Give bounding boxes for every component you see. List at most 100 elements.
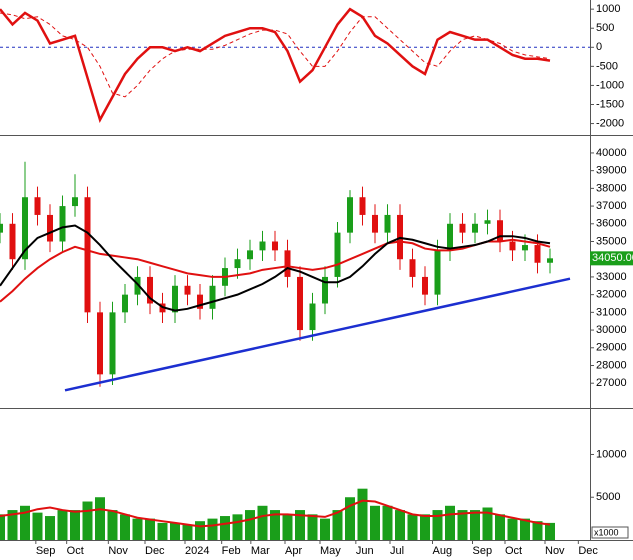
volume-bar [307,514,318,540]
volume-bar [95,497,105,540]
x-tick-label: 2024 [185,545,209,557]
volume-bar [70,510,80,540]
volume-bar [420,514,430,540]
y-tick-label: 38000 [596,182,627,194]
candle-body [59,206,66,242]
x-tick-label: Oct [505,545,522,557]
volume-bar [182,524,193,540]
candle-body [472,223,478,233]
volume-bar [432,510,443,540]
volume-bar [20,505,30,540]
candle-body [47,214,53,242]
candle-body [409,259,416,277]
x-tick-label: Dec [145,545,165,557]
x-tick-label: Sep [473,545,493,557]
moving-average [0,224,551,312]
candle-body [509,241,516,251]
volume-bar [57,510,68,540]
x-tick-label: Apr [285,545,302,557]
volume-bar [195,521,205,540]
candle-body [297,276,303,331]
candle-body [34,197,41,215]
candle-body [359,197,366,215]
y-tick-label: 37000 [596,200,627,212]
volume-bar [407,514,418,540]
candle-body [309,303,316,331]
volume-bar [445,505,455,540]
candle-body [22,197,28,260]
volume-bar [120,514,130,540]
moving-average [0,238,551,303]
y-tick-label: 27000 [596,377,627,389]
volume-bar [132,518,143,540]
volume-bar [457,510,468,540]
candle-body [384,214,391,233]
y-tick-label: -1500 [596,98,624,110]
volume-bar [495,514,505,540]
volume-bar [7,510,18,540]
y-tick-label: 10000 [596,448,627,460]
y-tick-label: -500 [596,60,618,72]
volume-bar [107,510,118,540]
last-price-box [590,251,633,266]
candle-body [122,294,128,313]
candle-body [247,250,253,260]
candle-body [272,241,278,251]
candle-body [134,276,141,295]
volume-bar [470,510,480,540]
y-tick-label: 0 [596,41,602,53]
volume-bar [482,507,493,540]
volume-bar [82,501,93,540]
oscillator-line [0,12,551,98]
candle-body [422,276,428,295]
candle-body [147,276,153,304]
y-tick-label: 1000 [596,3,620,15]
volume-bar [382,505,393,540]
volume-bar [370,505,380,540]
candle-body [259,241,266,251]
y-tick-label: 31000 [596,306,627,318]
candle-body [84,197,91,313]
volume-bar [532,521,543,540]
x-tick-label: Nov [108,545,128,557]
candle-body [334,232,341,277]
volume-bar [282,514,293,540]
y-tick-label: 40000 [596,147,627,159]
volume-bar [157,522,168,540]
candle-body [547,258,553,263]
x-tick-label: May [320,545,341,557]
y-tick-label: 500 [596,22,614,34]
y-tick-label: 28000 [596,359,627,371]
candle-body [372,214,378,233]
candle-body [497,220,503,242]
oscillator-line [0,7,551,123]
y-tick-label: 39000 [596,165,627,177]
y-tick-label: -1000 [596,79,624,91]
candle-body [534,245,541,263]
candle-body [72,197,78,207]
candle-body [234,259,241,269]
volume-bar [507,518,518,540]
x-tick-label: Oct [67,545,84,557]
trend-line [64,277,571,392]
volume-bar [545,522,555,540]
candle-body [197,294,203,309]
y-tick-label: 32000 [596,289,627,301]
volume-average [0,499,551,528]
x-tick-label: Nov [545,545,565,557]
volume-bar [345,497,355,540]
volume-bar [0,514,5,540]
candle-body [97,312,103,375]
x-tick-label: Mar [251,545,270,557]
volume-bar [320,518,330,540]
candle-body [347,197,353,233]
volume-bar [520,518,530,540]
candle-body [0,223,3,233]
volume-bar [395,510,405,540]
volume-bar [207,518,218,540]
candle-body [109,312,116,375]
y-tick-label: 30000 [596,324,627,336]
volume-bar [295,510,305,540]
